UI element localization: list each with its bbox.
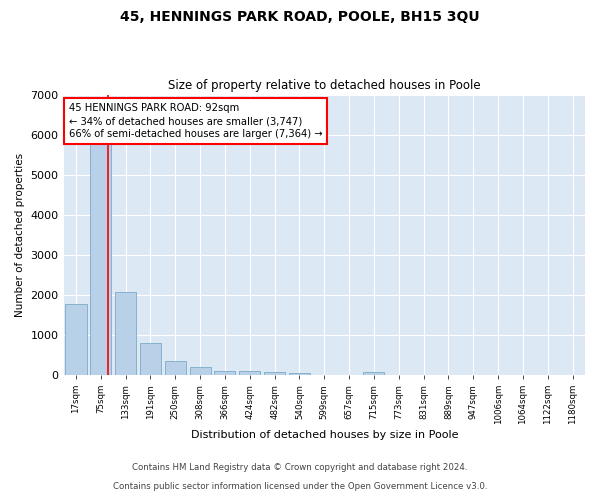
Text: Contains public sector information licensed under the Open Government Licence v3: Contains public sector information licen… (113, 482, 487, 491)
Title: Size of property relative to detached houses in Poole: Size of property relative to detached ho… (168, 79, 481, 92)
Text: Contains HM Land Registry data © Crown copyright and database right 2024.: Contains HM Land Registry data © Crown c… (132, 464, 468, 472)
Bar (115, 292, 136, 375)
Bar (289, 372, 310, 375)
Text: 45, HENNINGS PARK ROAD, POOLE, BH15 3QU: 45, HENNINGS PARK ROAD, POOLE, BH15 3QU (120, 10, 480, 24)
X-axis label: Distribution of detached houses by size in Poole: Distribution of detached houses by size … (191, 430, 458, 440)
Y-axis label: Number of detached properties: Number of detached properties (15, 152, 25, 317)
Bar (65, 304, 86, 375)
Bar (165, 362, 186, 375)
Bar (364, 372, 385, 375)
Bar (239, 372, 260, 375)
Bar (214, 370, 235, 375)
Text: 45 HENNINGS PARK ROAD: 92sqm
← 34% of detached houses are smaller (3,747)
66% of: 45 HENNINGS PARK ROAD: 92sqm ← 34% of de… (69, 103, 322, 140)
Bar (264, 372, 285, 375)
Bar (190, 368, 211, 375)
Bar (140, 343, 161, 375)
Bar (90, 144, 112, 375)
